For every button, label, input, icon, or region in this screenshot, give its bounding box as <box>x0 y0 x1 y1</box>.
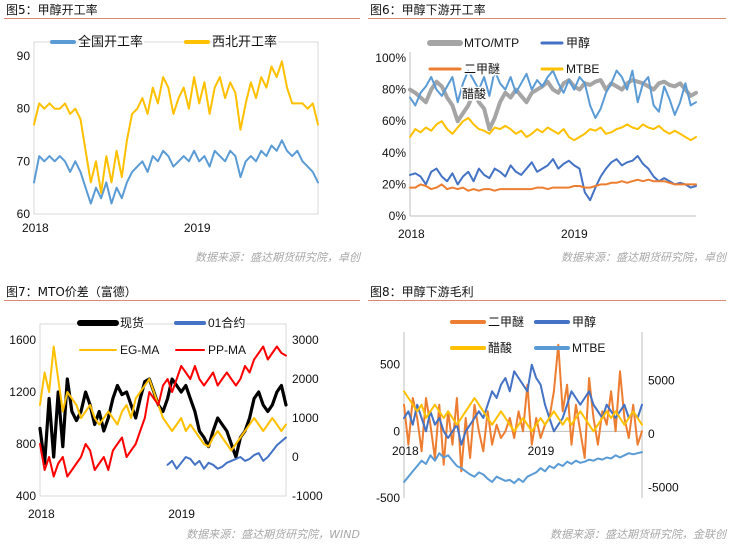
y2-tick-label: 5000 <box>648 374 675 388</box>
x-tick-label: 2019 <box>184 221 211 235</box>
legend-label-4: MTBE <box>566 62 599 76</box>
series-line-2 <box>33 60 319 194</box>
panel-2-title: 图6：甲醇下游开工率 <box>370 3 486 17</box>
legend-label-1: 现货 <box>120 315 144 330</box>
legend-label-2: 甲醇 <box>566 35 590 50</box>
panel-2-source: 数据来源：盛达期货研究院，卓创 <box>561 251 726 264</box>
series-line-1 <box>403 343 643 473</box>
legend-label-2: 甲醇 <box>572 314 596 329</box>
legend-label-3: 二甲醚 <box>464 62 500 76</box>
panel-4-rule <box>368 300 726 301</box>
x-tick-label: 2018 <box>28 507 55 521</box>
y2-tick-label: 1000 <box>292 411 319 425</box>
series-line-2 <box>166 436 287 470</box>
series-line-3 <box>409 178 697 192</box>
x-tick-label: 2019 <box>561 227 588 241</box>
panel-3-rule <box>4 300 360 301</box>
y-tick-label: 20% <box>382 177 406 191</box>
panel-4-title: 图8：甲醇下游毛利 <box>370 285 474 299</box>
panel-1-source: 数据来源：盛达期货研究院，卓创 <box>195 251 360 264</box>
y-tick-label: 800 <box>16 437 36 451</box>
legend-label-1: MTO/MTP <box>464 36 519 50</box>
x-tick-label: 2018 <box>398 227 425 241</box>
legend-label-4: PP-MA <box>208 343 246 357</box>
panel-3-source: 数据来源：盛达期货研究院，WIND <box>186 528 360 541</box>
y-tick-label: 400 <box>16 489 36 503</box>
y2-tick-label: 0 <box>648 427 655 441</box>
y-tick-label: 90 <box>17 49 31 63</box>
series-line-1 <box>38 377 288 466</box>
y-tick-label: 60 <box>17 207 31 221</box>
panel-3: 图7：MTO价差（富德） 400 800 1200 1600 -1000 0 1000 200… <box>0 272 366 545</box>
panel-4-source: 数据来源：盛达期货研究院，金联创 <box>550 528 726 541</box>
y-tick-label: 40% <box>382 146 406 160</box>
series-line-5 <box>409 69 697 119</box>
y2-tick-label: -1000 <box>292 489 323 503</box>
x-tick-label: 2018 <box>392 444 419 458</box>
y-tick-label: -500 <box>376 491 400 505</box>
y-tick-label: 0 <box>393 424 400 438</box>
y-tick-label: 80 <box>17 102 31 116</box>
panel-2-rule <box>368 18 726 19</box>
y2-tick-label: 0 <box>292 450 299 464</box>
panel-1-rule <box>4 18 360 19</box>
legend-label-1: 全国开工率 <box>78 34 143 49</box>
series-line-4 <box>403 451 643 485</box>
legend-label-2: 01合约 <box>208 315 245 330</box>
series-line-4 <box>409 117 697 142</box>
y-tick-label: 80% <box>382 83 406 97</box>
legend-label-3: EG-MA <box>120 343 159 357</box>
x-tick-label: 2018 <box>22 221 49 235</box>
series-line-3 <box>403 390 643 433</box>
y-tick-label: 1200 <box>9 385 36 399</box>
x-tick-label: 2019 <box>168 507 195 521</box>
chart-1: 60 70 80 90 2018 2019 全国开工率 西北开工率 <box>17 33 319 235</box>
y-tick-label: 60% <box>382 114 406 128</box>
y-tick-label: 100% <box>375 51 406 65</box>
series-line-4 <box>39 345 287 478</box>
y-tick-label: 1600 <box>9 333 36 347</box>
y-tick-label: 70 <box>17 154 31 168</box>
legend-label-3: 醋酸 <box>488 340 512 355</box>
legend-label-4: MTBE <box>572 341 605 355</box>
x-tick-label: 2019 <box>528 444 555 458</box>
panel-2: 图6：甲醇下游开工率 0% 20% 40% 60% 80% 100% 2018 2019 MTO… <box>366 0 732 270</box>
series-line-3 <box>39 345 287 452</box>
legend-label-1: 二甲醚 <box>488 315 524 329</box>
plot-frame <box>39 323 287 497</box>
y2-tick-label: 2000 <box>292 372 319 386</box>
chart-3: 400 800 1200 1600 -1000 0 1000 2000 3000 2018 2019… <box>9 314 323 522</box>
series-line-2 <box>409 155 697 202</box>
y-tick-label: 500 <box>380 358 400 372</box>
panel-3-title: 图7：MTO价差（富德） <box>6 285 137 299</box>
series-line-1 <box>408 78 698 132</box>
y2-tick-label: 3000 <box>292 333 319 347</box>
y2-tick-label: -5000 <box>648 480 679 494</box>
series-line-1 <box>33 139 319 205</box>
plot-frame <box>33 41 319 215</box>
panel-1: 图5：甲醇开工率 60 70 80 90 2018 2019 全国开工率 西北开工率 数据来源… <box>0 0 366 270</box>
legend-label-5: 醋酸 <box>462 86 486 101</box>
panel-1-title: 图5：甲醇开工率 <box>6 3 98 17</box>
panel-4: 图8：甲醇下游毛利 -500 0 500 -5000 0 5000 2018 2019 二甲醚甲… <box>366 272 732 545</box>
legend-label-2: 西北开工率 <box>212 34 277 49</box>
y-tick-label: 0% <box>389 209 407 223</box>
